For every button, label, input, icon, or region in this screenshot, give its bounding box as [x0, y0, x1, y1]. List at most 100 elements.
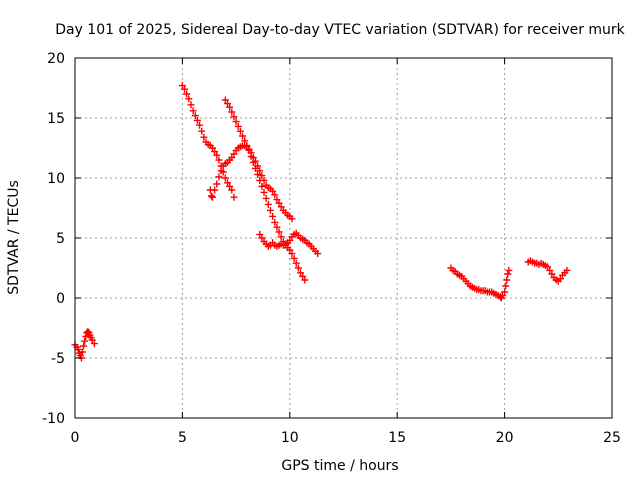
- data-point: [74, 346, 82, 354]
- data-point: [269, 187, 277, 195]
- data-point: [505, 266, 513, 274]
- data-point: [292, 259, 300, 267]
- data-point: [187, 101, 195, 109]
- data-point: [249, 158, 257, 166]
- data-point: [269, 212, 277, 220]
- data-point: [245, 146, 253, 154]
- data-point: [230, 113, 238, 121]
- data-point: [271, 191, 279, 199]
- data-point: [213, 151, 221, 159]
- data-point: [230, 150, 238, 158]
- x-axis-label: GPS time / hours: [281, 458, 398, 474]
- data-point: [230, 193, 238, 201]
- data-point: [189, 107, 197, 115]
- data-point: [215, 173, 223, 181]
- y-tick-label: 10: [47, 171, 65, 187]
- data-point: [239, 132, 247, 140]
- y-tick-label: -10: [42, 411, 65, 427]
- data-point: [260, 188, 268, 196]
- data-point: [196, 121, 204, 129]
- data-point: [299, 272, 307, 280]
- y-tick-label: 20: [47, 51, 65, 67]
- data-point: [502, 282, 510, 290]
- data-point: [207, 192, 215, 200]
- data-point: [288, 215, 296, 223]
- data-point: [546, 266, 554, 274]
- data-point: [247, 152, 255, 160]
- y-tick-label: 0: [56, 291, 65, 307]
- data-points: [71, 82, 571, 362]
- y-tick-label: 5: [56, 231, 65, 247]
- data-point: [563, 266, 571, 274]
- data-point: [228, 108, 236, 116]
- data-point: [256, 230, 264, 238]
- grid-lines: [75, 58, 612, 418]
- x-tick-label: 0: [71, 430, 80, 446]
- data-point: [198, 127, 206, 135]
- data-point: [277, 203, 285, 211]
- data-point: [226, 182, 234, 190]
- x-tick-label: 25: [603, 430, 621, 446]
- data-point: [208, 193, 216, 201]
- data-point: [286, 246, 294, 254]
- data-point: [294, 264, 302, 272]
- data-point: [266, 206, 274, 214]
- data-point: [256, 176, 264, 184]
- data-point: [224, 179, 232, 187]
- data-point: [178, 82, 186, 90]
- data-point: [211, 186, 219, 194]
- data-point: [503, 276, 511, 284]
- data-point: [286, 236, 294, 244]
- data-point: [275, 228, 283, 236]
- data-point: [234, 122, 242, 130]
- data-point: [548, 270, 556, 278]
- data-point: [90, 340, 98, 348]
- data-point: [191, 112, 199, 120]
- data-point: [277, 233, 285, 241]
- data-point: [273, 223, 281, 231]
- data-point: [84, 328, 92, 336]
- data-point: [181, 85, 189, 93]
- data-point: [256, 167, 264, 175]
- data-point: [79, 348, 87, 356]
- data-point: [288, 250, 296, 258]
- x-tick-label: 10: [281, 430, 299, 446]
- data-point: [241, 137, 249, 145]
- data-point: [275, 199, 283, 207]
- data-point: [81, 337, 89, 345]
- data-point: [264, 200, 272, 208]
- data-point: [258, 172, 266, 180]
- data-point: [236, 127, 244, 135]
- data-point: [221, 174, 229, 182]
- data-point: [262, 194, 270, 202]
- data-point: [211, 148, 219, 156]
- data-point: [243, 142, 251, 150]
- data-point: [228, 186, 236, 194]
- data-point: [215, 156, 223, 164]
- data-point: [193, 116, 201, 124]
- data-point: [208, 144, 216, 152]
- data-point: [82, 332, 90, 340]
- data-point: [544, 263, 552, 271]
- data-point: [80, 342, 88, 350]
- x-tick-label: 20: [496, 430, 514, 446]
- axes: [74, 57, 613, 419]
- x-tick-label: 5: [178, 430, 187, 446]
- data-point: [88, 336, 96, 344]
- data-point: [213, 180, 221, 188]
- y-tick-label: -5: [51, 351, 65, 367]
- data-point: [258, 182, 266, 190]
- data-point: [226, 103, 234, 111]
- data-point: [224, 100, 232, 108]
- data-point: [314, 250, 322, 258]
- data-point: [498, 292, 506, 300]
- y-tick-label: 15: [47, 111, 65, 127]
- x-tick-label: 15: [388, 430, 406, 446]
- data-point: [556, 275, 564, 283]
- data-point: [290, 254, 298, 262]
- data-point: [183, 90, 191, 98]
- y-axis-label: SDTVAR / TECUs: [6, 180, 22, 295]
- data-point: [301, 276, 309, 284]
